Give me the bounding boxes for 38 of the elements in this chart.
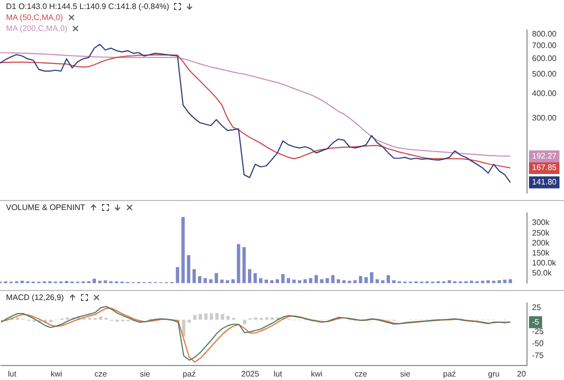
y-tick-label: -50 (532, 339, 544, 348)
y-tick-label: 400.00 (532, 88, 558, 98)
x-tick-label: cze (354, 369, 368, 378)
annotation: -5 (532, 317, 540, 326)
annotation: 141.80 (532, 178, 558, 187)
y-tick-label: 50.0k (532, 268, 553, 278)
text: MA (200,C,MA,0) (6, 24, 68, 33)
chart-title: VOLUME & OPENINT (6, 203, 86, 212)
y-tick-label: 300.00 (532, 113, 558, 122)
y-tick-label: 25 (532, 303, 542, 312)
annotation: 167.85 (532, 163, 558, 172)
x-tick-label: kwi (50, 369, 62, 378)
x-tick-label: 20 (517, 369, 526, 378)
x-tick-label: kwi (310, 369, 323, 378)
x-tick-label: lut (8, 369, 18, 378)
chart-title: MACD (12,26,9) (6, 293, 64, 302)
y-tick-label: 500.00 (532, 70, 558, 79)
annotation: 192.27 (532, 152, 558, 161)
y-tick-label: 600.00 (532, 54, 558, 64)
x-tick-label: 2025 (241, 369, 260, 378)
x-tick-label: paź (182, 369, 196, 378)
y-tick-label: 800.00 (532, 29, 558, 38)
y-tick-label: 250k (532, 228, 550, 238)
x-tick-label: lut (274, 369, 283, 378)
chart-title: D1 O:143.0 H:144.5 L:140.9 C:141.8 (-0.84%) (6, 2, 170, 11)
y-tick-label: -75 (532, 351, 544, 360)
text: MA (50,C,MA,0) (6, 13, 63, 22)
x-tick-label: sie (140, 369, 151, 378)
y-tick-label: 300k (532, 218, 550, 228)
x-tick-label: gru (488, 369, 500, 378)
x-tick-label: sie (400, 369, 411, 378)
y-tick-label: -25 (532, 327, 544, 336)
x-tick-label: cze (94, 369, 108, 378)
y-tick-label: 200k (532, 238, 550, 248)
y-tick-label: 100.0k (532, 258, 558, 268)
x-tick-label: paź (443, 369, 456, 378)
y-tick-label: 700.00 (532, 40, 558, 50)
y-tick-label: 150k (532, 248, 550, 258)
